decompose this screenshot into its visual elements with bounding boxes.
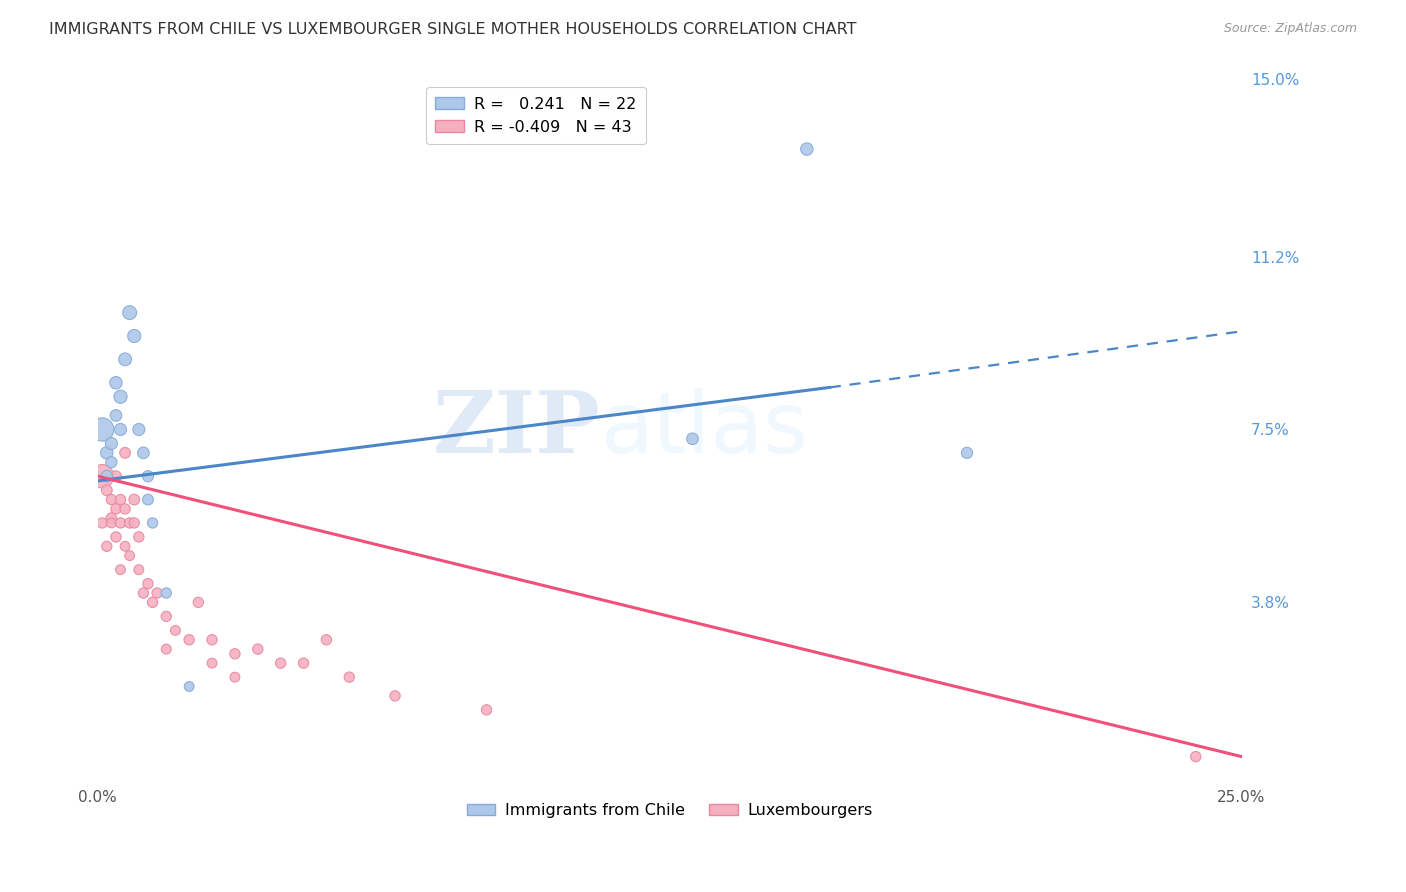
Point: [96, 483, 118, 498]
Point: [246, 642, 269, 657]
Point: [201, 656, 224, 670]
Point: [128, 530, 150, 544]
Point: [155, 642, 177, 657]
Point: [475, 703, 498, 717]
Point: [224, 647, 246, 661]
Point: [122, 516, 145, 530]
Point: [132, 446, 155, 460]
Point: [96, 539, 118, 553]
Point: [141, 516, 163, 530]
Point: [201, 632, 224, 647]
Point: [337, 670, 360, 684]
Point: [682, 432, 704, 446]
Point: [136, 576, 159, 591]
Point: [100, 516, 122, 530]
Point: [292, 656, 315, 670]
Point: [91, 422, 114, 436]
Point: [91, 516, 114, 530]
Point: [1184, 749, 1206, 764]
Point: [128, 563, 150, 577]
Point: [146, 586, 169, 600]
Point: [100, 511, 122, 525]
Point: [118, 549, 141, 563]
Point: [179, 632, 201, 647]
Point: [136, 492, 159, 507]
Point: [104, 376, 127, 390]
Point: [224, 670, 246, 684]
Point: [155, 586, 177, 600]
Point: [110, 422, 132, 436]
Point: [118, 305, 141, 319]
Point: [104, 409, 127, 423]
Text: IMMIGRANTS FROM CHILE VS LUXEMBOURGER SINGLE MOTHER HOUSEHOLDS CORRELATION CHART: IMMIGRANTS FROM CHILE VS LUXEMBOURGER SI…: [49, 22, 856, 37]
Point: [956, 446, 979, 460]
Point: [100, 492, 122, 507]
Text: atlas: atlas: [600, 388, 808, 471]
Point: [796, 142, 818, 156]
Point: [179, 680, 201, 694]
Point: [165, 624, 187, 638]
Point: [114, 446, 136, 460]
Point: [187, 595, 209, 609]
Point: [128, 422, 150, 436]
Point: [155, 609, 177, 624]
Text: ZIP: ZIP: [433, 387, 600, 472]
Point: [114, 502, 136, 516]
Point: [100, 436, 122, 450]
Point: [132, 586, 155, 600]
Text: Source: ZipAtlas.com: Source: ZipAtlas.com: [1223, 22, 1357, 36]
Point: [100, 455, 122, 469]
Point: [110, 390, 132, 404]
Point: [141, 595, 163, 609]
Point: [104, 530, 127, 544]
Point: [91, 469, 114, 483]
Point: [315, 632, 337, 647]
Point: [136, 469, 159, 483]
Legend: Immigrants from Chile, Luxembourgers: Immigrants from Chile, Luxembourgers: [460, 797, 879, 824]
Point: [270, 656, 292, 670]
Point: [122, 329, 145, 343]
Point: [110, 492, 132, 507]
Point: [104, 469, 127, 483]
Point: [384, 689, 406, 703]
Point: [118, 516, 141, 530]
Point: [104, 502, 127, 516]
Point: [122, 492, 145, 507]
Point: [110, 563, 132, 577]
Point: [96, 446, 118, 460]
Point: [114, 352, 136, 367]
Point: [96, 469, 118, 483]
Point: [110, 516, 132, 530]
Point: [114, 539, 136, 553]
